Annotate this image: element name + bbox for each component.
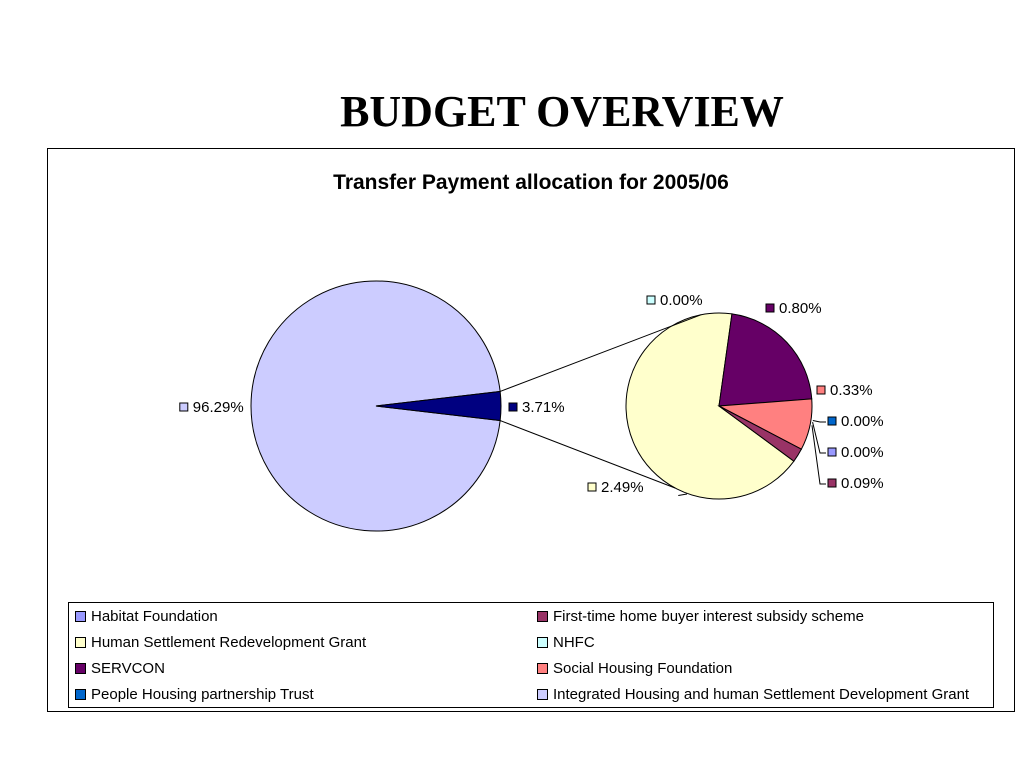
connector-line-top — [499, 314, 702, 392]
secondary-pie-slice-first-time-buyer — [718, 405, 803, 462]
leader-line-hsrg — [678, 493, 688, 496]
legend-swatch — [75, 689, 86, 700]
data-label-secondary-hsrg: 2.49% — [601, 479, 644, 496]
data-label-96-29: 96.29% — [193, 399, 244, 416]
legend-label: People Housing partnership Trust — [91, 686, 314, 703]
data-label-secondary-habitat-swatch — [827, 447, 837, 457]
data-label-secondary-first-time-buyer-swatch — [827, 478, 837, 488]
legend-swatch — [537, 637, 548, 648]
data-label-96-29-swatch — [179, 402, 189, 412]
data-label-secondary-social-housing-swatch — [816, 385, 826, 395]
legend-label: SERVCON — [91, 660, 165, 677]
chart-frame: Transfer Payment allocation for 2005/06 9… — [47, 148, 1015, 712]
legend-label: NHFC — [553, 634, 595, 651]
data-label-secondary-social-housing: 0.33% — [830, 382, 873, 399]
data-label-secondary-hsrg-swatch — [587, 482, 597, 492]
main-pie-slice-integrated — [250, 280, 501, 532]
secondary-pie-slice-hsrg — [625, 312, 795, 500]
data-label-secondary-phpt: 0.00% — [841, 413, 884, 430]
legend-label: Habitat Foundation — [91, 608, 218, 625]
slide-title: BUDGET OVERVIEW — [340, 87, 784, 136]
legend-item: NHFC — [537, 633, 595, 653]
data-label-secondary-servcon: 0.80% — [779, 300, 822, 317]
legend-swatch — [75, 637, 86, 648]
data-label-secondary-phpt-swatch — [827, 416, 837, 426]
legend-item: Habitat Foundation — [75, 607, 218, 627]
legend-swatch — [537, 663, 548, 674]
leader-line-first-time-buyer — [811, 425, 826, 485]
legend-item: Human Settlement Redevelopment Grant — [75, 633, 366, 653]
leader-line-habitat — [812, 422, 826, 454]
connector-line-bottom — [499, 420, 676, 489]
data-label-secondary-nhfc: 0.00% — [660, 292, 703, 309]
legend-swatch — [537, 689, 548, 700]
legend-swatch — [75, 663, 86, 674]
legend-item: Social Housing Foundation — [537, 659, 732, 679]
chart-title: Transfer Payment allocation for 2005/06 — [333, 171, 729, 194]
pie-of-pie-chart: Transfer Payment allocation for 2005/06 9… — [179, 171, 884, 532]
legend-item: SERVCON — [75, 659, 165, 679]
legend-label: Human Settlement Redevelopment Grant — [91, 634, 367, 651]
data-label-secondary-habitat: 0.00% — [841, 444, 884, 461]
chart-legend: Habitat Foundation First-time home buyer … — [68, 602, 994, 708]
legend-item: Integrated Housing and human Settlement … — [537, 685, 969, 705]
data-label-3-71: 3.71% — [522, 399, 565, 416]
legend-swatch — [537, 611, 548, 622]
legend-swatch — [75, 611, 86, 622]
data-label-3-71-swatch — [508, 402, 518, 412]
legend-label: Social Housing Foundation — [553, 660, 733, 677]
legend-label: Integrated Housing and human Settlement … — [553, 686, 970, 703]
legend-label: First-time home buyer interest subsidy s… — [553, 608, 864, 625]
data-label-secondary-nhfc-swatch — [646, 295, 656, 305]
secondary-pie-slice-servcon — [718, 313, 813, 407]
data-label-secondary-first-time-buyer: 0.09% — [841, 475, 884, 492]
data-label-secondary-servcon-swatch — [765, 303, 775, 313]
main-pie-slice-other — [375, 390, 502, 422]
leader-line-phpt — [812, 420, 826, 423]
legend-item: First-time home buyer interest subsidy s… — [537, 607, 864, 627]
legend-item: People Housing partnership Trust — [75, 685, 314, 705]
